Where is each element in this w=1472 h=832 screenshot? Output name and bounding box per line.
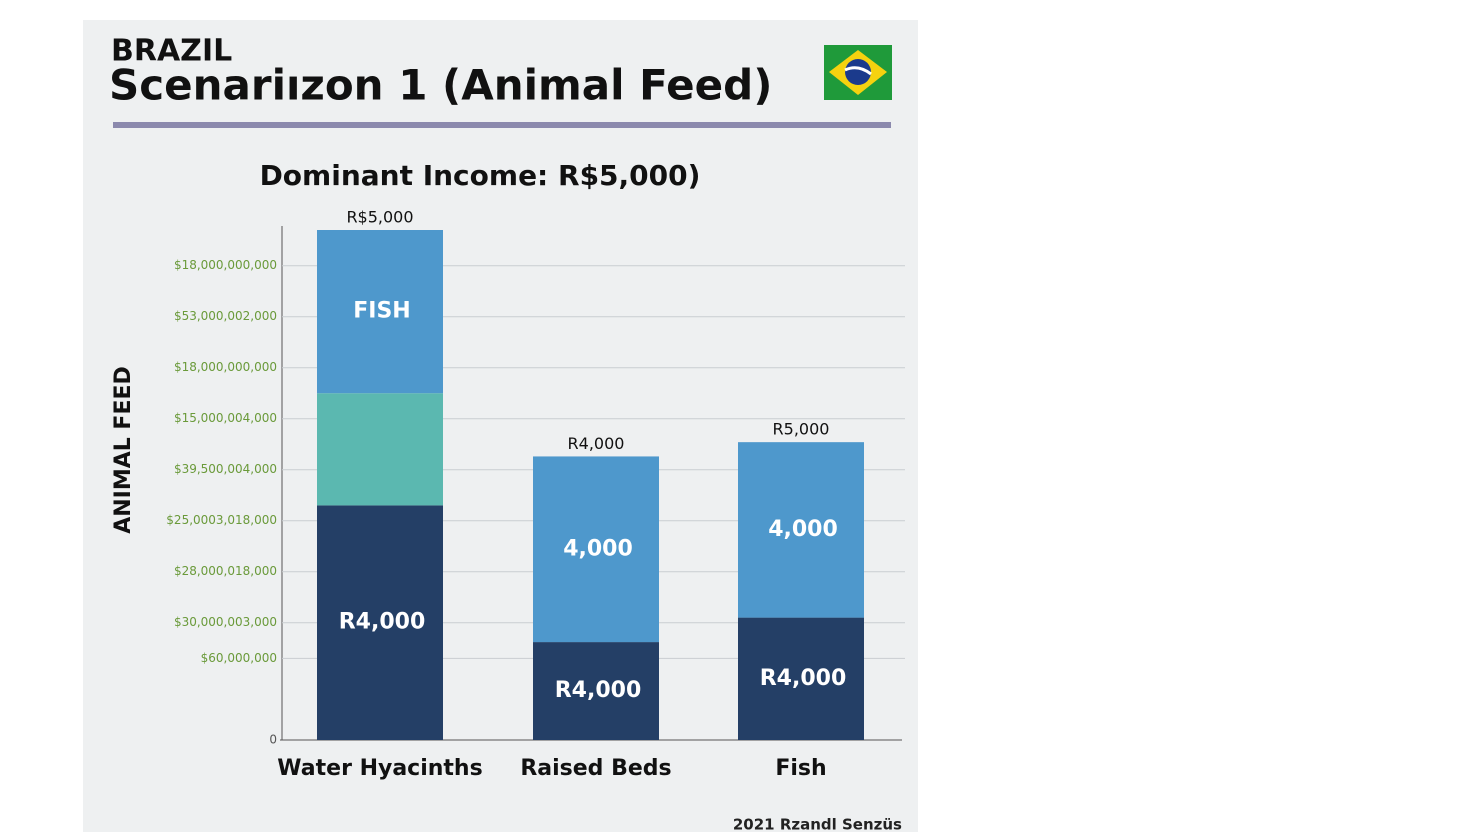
bar-segment: [738, 442, 864, 618]
y-tick-label: $30,000,003,000: [174, 615, 277, 629]
y-tick-label: $60,000,000: [201, 651, 277, 665]
y-axis-label: ANIMAL FEED: [111, 366, 136, 534]
y-tick-label: $18,000,000,000: [174, 258, 277, 272]
bar-segment: [533, 456, 659, 643]
segment-label: R4,000: [555, 678, 642, 703]
bar-segment: [317, 393, 443, 506]
segment-label: FISH: [353, 299, 410, 324]
footer: 2021 Rzandl Senzüs: [733, 816, 902, 832]
y-tick-label: 0: [269, 733, 277, 747]
y-tick-label: $28,000,018,000: [174, 564, 277, 578]
bar-segment: [738, 617, 864, 740]
segment-label: 4,000: [768, 517, 838, 542]
chart-title: Dominant Income: R$5,000): [260, 159, 701, 192]
x-tick-label: Fish: [775, 756, 826, 781]
total-label: R$5,000: [346, 208, 413, 227]
bar-segment: [533, 642, 659, 740]
y-tick-label: $15,000,004,000: [174, 411, 277, 425]
total-label: R5,000: [773, 420, 830, 439]
y-tick-label: $53,000,002,000: [174, 309, 277, 323]
page-title: Scenariızon 1 (Animal Feed): [109, 61, 772, 110]
segment-label: 4,000: [563, 536, 633, 561]
x-tick-label: Raised Beds: [520, 756, 671, 781]
segment-label: R4,000: [760, 666, 847, 691]
country: BRAZIL: [111, 34, 232, 69]
bar-segment: [317, 505, 443, 740]
x-tick-label: Water Hyacinths: [277, 756, 482, 781]
segment-label: R4,000: [339, 610, 426, 635]
flag: [824, 45, 892, 100]
y-tick-label: $18,000,000,000: [174, 360, 277, 374]
bar-segment: [317, 230, 443, 394]
total-label: R4,000: [568, 434, 625, 453]
y-tick-label: $39,500,004,000: [174, 462, 277, 476]
y-tick-label: $25,0003,018,000: [166, 513, 277, 527]
divider: [113, 122, 891, 128]
